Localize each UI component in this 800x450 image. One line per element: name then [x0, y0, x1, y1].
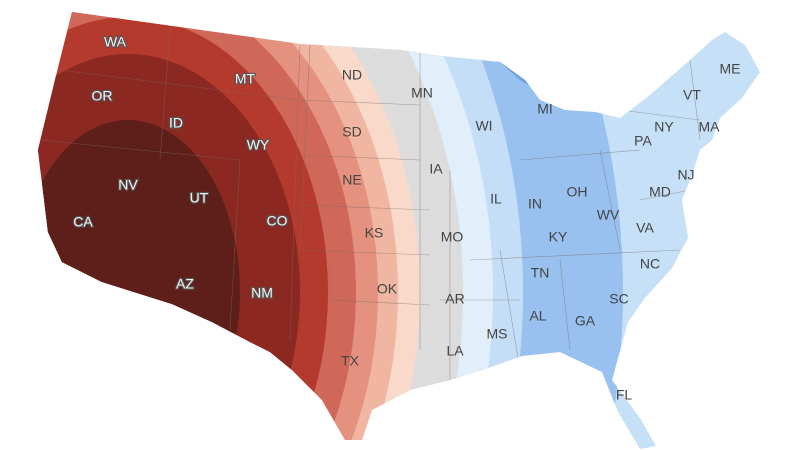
state-label-ne: NE: [342, 172, 361, 188]
state-label-nd: ND: [342, 67, 362, 83]
state-label-mi: MI: [537, 101, 553, 117]
state-label-sd: SD: [342, 124, 361, 140]
state-label-me: ME: [720, 61, 741, 77]
state-label-ny: NY: [654, 119, 674, 135]
state-label-il: IL: [490, 191, 502, 207]
band-10: [38, 120, 240, 449]
state-label-fl: FL: [616, 387, 633, 403]
state-label-al: AL: [529, 308, 546, 324]
state-label-wi: WI: [475, 118, 492, 134]
state-label-vt: VT: [683, 87, 701, 103]
state-label-nm: NM: [251, 285, 273, 301]
state-label-mn: MN: [411, 85, 433, 101]
state-label-nv: NV: [118, 177, 138, 193]
state-label-ma: MA: [699, 119, 721, 135]
state-label-sc: SC: [609, 291, 628, 307]
state-label-az: AZ: [176, 276, 194, 292]
state-label-tx: TX: [341, 353, 360, 369]
state-label-ga: GA: [575, 313, 596, 329]
state-label-or: OR: [92, 88, 113, 104]
state-label-wa: WA: [104, 34, 127, 50]
state-label-ok: OK: [377, 281, 398, 297]
state-label-mt: MT: [235, 71, 256, 87]
state-label-co: CO: [267, 213, 288, 229]
state-label-va: VA: [636, 220, 654, 236]
state-label-ut: UT: [190, 190, 209, 206]
state-label-tn: TN: [531, 265, 550, 281]
state-label-wy: WY: [247, 137, 270, 153]
state-label-wv: WV: [597, 207, 620, 223]
state-label-pa: PA: [634, 133, 652, 149]
state-label-ar: AR: [445, 291, 464, 307]
state-label-id: ID: [169, 115, 183, 131]
state-label-la: LA: [446, 343, 464, 359]
state-label-md: MD: [649, 184, 671, 200]
state-label-in: IN: [528, 196, 542, 212]
state-label-ia: IA: [429, 161, 443, 177]
state-label-oh: OH: [567, 184, 588, 200]
state-label-nc: NC: [640, 256, 660, 272]
state-label-ky: KY: [549, 229, 568, 245]
state-label-ks: KS: [365, 225, 384, 241]
state-label-mo: MO: [441, 229, 464, 245]
state-label-ca: CA: [73, 214, 93, 230]
state-label-ms: MS: [487, 326, 508, 342]
state-label-nj: NJ: [677, 167, 694, 183]
state-borders: [39, 29, 701, 380]
